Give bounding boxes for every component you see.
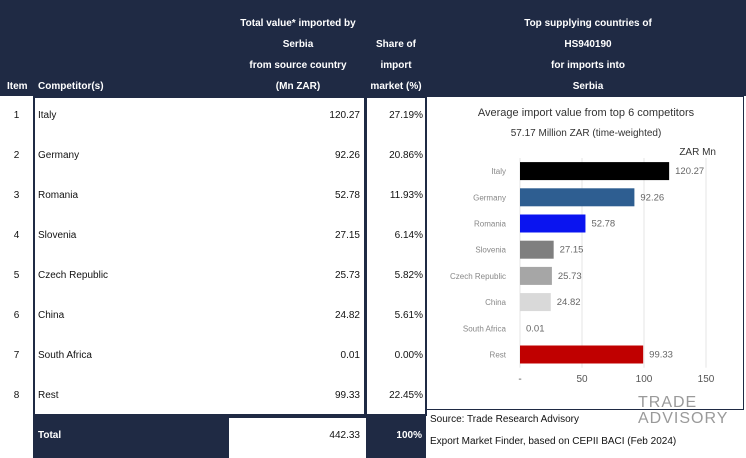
header-total-value-line: Total value* imported by: [240, 18, 356, 29]
bar-italy: [520, 162, 670, 181]
row-competitor-name: Germany: [38, 150, 80, 161]
row-import-value: 27.15: [334, 230, 360, 241]
row-item-number: 4: [13, 230, 20, 241]
header-total-value: Total value* imported by Serbia from sou…: [228, 16, 368, 95]
header-top-line: for imports into: [551, 60, 625, 71]
bar-rest: [520, 345, 644, 364]
value-label: 120.27: [675, 166, 704, 177]
total-value: 442.33: [329, 430, 360, 441]
trade-advisory-logo: TRADE ADVISORY: [638, 395, 728, 427]
value-label: 24.82: [557, 297, 581, 308]
row-import-value: 99.33: [334, 390, 360, 401]
bar-chart: Average import value from top 6 competit…: [450, 107, 716, 385]
category-label: South Africa: [463, 324, 507, 333]
row-import-value: 92.26: [334, 150, 360, 161]
bar-slovenia: [520, 240, 554, 259]
header-total-value-line: (Mn ZAR): [275, 81, 321, 92]
header-top-line: Top supplying countries of: [524, 18, 652, 29]
chart-unit-label: ZAR Mn: [679, 147, 716, 158]
row-import-value: 52.78: [334, 190, 360, 201]
header-share-line: Share of: [375, 39, 416, 50]
row-competitor-name: China: [38, 310, 65, 321]
total-share: 100%: [396, 430, 422, 441]
header-competitor: Competitor(s): [38, 81, 104, 92]
chart-bars: [520, 162, 670, 364]
row-share: 6.14%: [394, 230, 423, 241]
header-share-line: market (%): [370, 81, 422, 92]
header-top-line: Serbia: [572, 81, 604, 92]
chart-title: Average import value from top 6 competit…: [478, 107, 695, 119]
row-item-number: 5: [13, 270, 20, 281]
row-share: 11.93%: [389, 190, 423, 201]
header-share: Share of import market (%): [366, 37, 426, 95]
row-share: 27.19%: [389, 110, 423, 121]
row-share: 22.45%: [389, 390, 423, 401]
logo-line-1: TRADE: [638, 394, 698, 411]
logo-line-2: ADVISORY: [638, 410, 729, 427]
bar-germany: [520, 188, 635, 207]
x-tick-label: 150: [698, 374, 715, 385]
total-value-cell: [229, 416, 366, 458]
category-label: Czech Republic: [450, 272, 506, 281]
x-tick-label: 50: [576, 374, 588, 385]
chart-subtitle: 57.17 Million ZAR (time-weighted): [511, 128, 662, 139]
header-bar: [0, 0, 746, 96]
competitor-column-box: [33, 96, 366, 416]
chart-labels: Italy 120.27 Germany 92.26 Romania 52.78 Slove…: [450, 166, 704, 360]
value-label: 52.78: [591, 219, 615, 230]
x-tick-label: -: [518, 374, 521, 385]
header-top-line: HS940190: [564, 39, 612, 50]
row-item-number: 7: [13, 350, 20, 361]
row-competitor-name: South Africa: [38, 350, 92, 361]
row-import-value: 0.01: [340, 350, 360, 361]
row-item-number: 3: [13, 190, 20, 201]
value-label: 25.73: [558, 271, 582, 282]
row-import-value: 24.82: [334, 310, 360, 321]
total-share-cell: [366, 416, 426, 458]
source-line-2: Export Market Finder, based on CEPII BAC…: [430, 436, 677, 447]
row-import-value: 25.73: [334, 270, 360, 281]
share-column-box: [365, 96, 427, 416]
row-competitor-name: Slovenia: [38, 230, 77, 241]
category-label: China: [485, 298, 506, 307]
row-item-number: 6: [13, 310, 20, 321]
row-import-value: 120.27: [329, 110, 360, 121]
total-label: Total: [38, 430, 62, 441]
row-competitor-name: Italy: [38, 110, 57, 121]
value-label: 92.26: [640, 192, 664, 203]
bar-czech-republic: [520, 266, 552, 285]
header-top-suppliers: Top supplying countries of HS940190 for …: [430, 16, 746, 95]
category-label: Italy: [491, 167, 506, 176]
row-item-number: 1: [13, 110, 20, 121]
row-share: 20.86%: [389, 150, 423, 161]
source-line-1: Source: Trade Research Advisory: [430, 414, 579, 425]
value-label: 0.01: [526, 323, 545, 334]
row-competitor-name: Czech Republic: [38, 270, 109, 281]
row-competitor-name: Romania: [38, 190, 79, 201]
total-label-cell: [33, 416, 229, 458]
bar-romania: [520, 214, 586, 233]
bar-china: [520, 293, 551, 312]
header-item: Item: [7, 81, 28, 92]
header-share-line: import: [380, 60, 412, 71]
chart-ticks: - 50 100 150: [518, 374, 714, 385]
header-total-value-line: from source country: [249, 60, 347, 71]
header-total-value-line: Serbia: [282, 39, 314, 50]
value-label: 99.33: [649, 350, 673, 361]
row-item-number: 2: [13, 150, 20, 161]
row-item-number: 8: [13, 390, 20, 401]
row-competitor-name: Rest: [38, 390, 59, 401]
category-label: Romania: [474, 220, 507, 229]
category-label: Rest: [490, 351, 507, 360]
category-label: Germany: [473, 193, 506, 202]
row-share: 0.00%: [394, 350, 423, 361]
x-tick-label: 100: [636, 374, 653, 385]
row-share: 5.82%: [394, 270, 423, 281]
row-share: 5.61%: [394, 310, 423, 321]
category-label: Slovenia: [475, 246, 506, 255]
value-label: 27.15: [560, 245, 584, 256]
